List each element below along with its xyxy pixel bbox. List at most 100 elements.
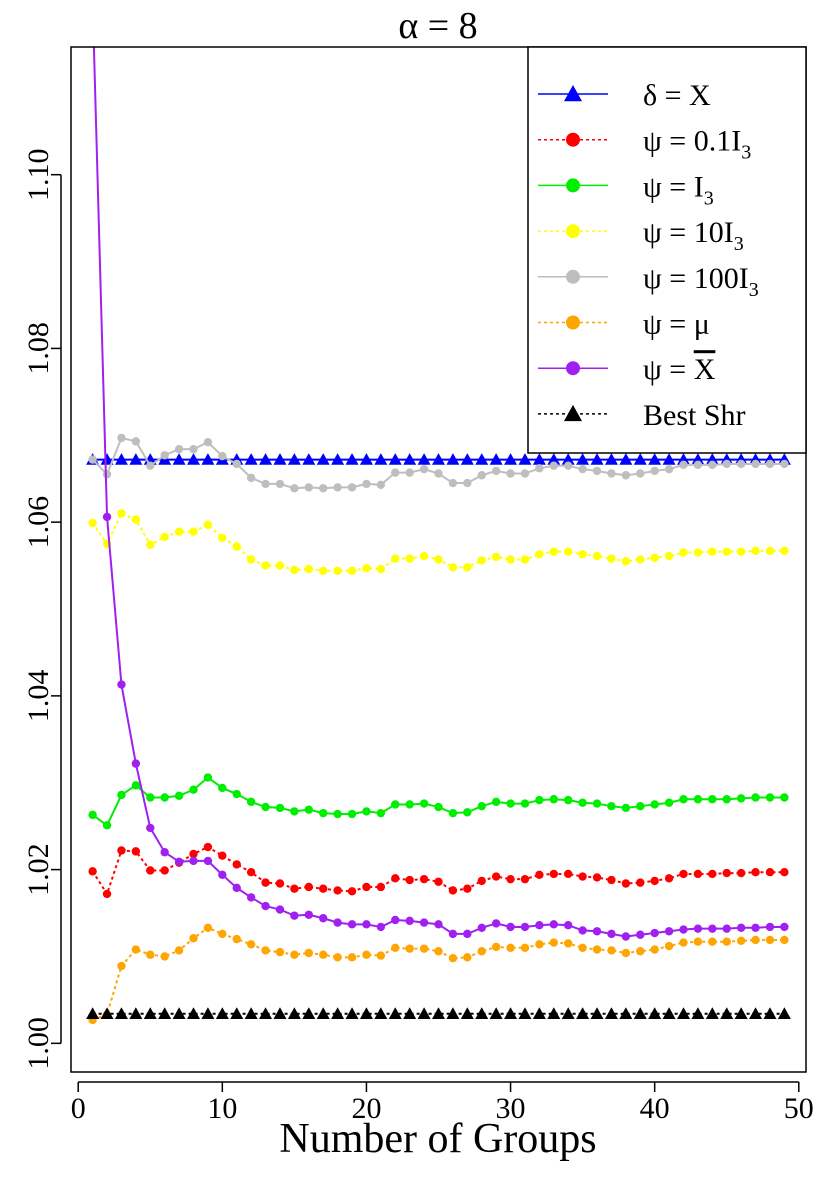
data-point-best-shr	[504, 1007, 518, 1020]
x-tick-label: 50	[784, 1092, 814, 1125]
data-point-0-1i3	[664, 874, 674, 883]
data-point-i3	[146, 793, 155, 802]
data-point-10i3	[520, 555, 530, 564]
data-point-100i3	[246, 473, 256, 483]
data-point-x	[679, 925, 688, 934]
data-point-x	[604, 453, 618, 465]
data-point-	[736, 936, 746, 946]
data-point-i3	[765, 793, 775, 802]
data-point-10i3	[362, 563, 371, 573]
data-point-i3	[117, 790, 126, 800]
data-point-	[780, 935, 789, 945]
data-point-100i3	[232, 459, 241, 469]
data-point-best-shr	[576, 1007, 590, 1020]
data-point-100i3	[102, 470, 112, 479]
data-point-best-shr	[446, 1007, 460, 1020]
data-point-100i3	[333, 483, 342, 492]
data-point-0-1i3	[391, 874, 400, 883]
data-point-	[304, 948, 313, 958]
data-point-100i3	[319, 484, 328, 493]
data-point-x	[434, 920, 443, 929]
data-point-	[722, 937, 731, 946]
data-point-0-1i3	[189, 849, 198, 859]
data-point-	[362, 950, 371, 959]
data-point-x	[117, 680, 126, 689]
data-point-i3	[535, 795, 544, 805]
data-point-x	[388, 453, 402, 465]
data-point-x	[705, 453, 719, 465]
legend-label-x: δ = X	[643, 79, 711, 112]
data-point-x	[489, 453, 503, 465]
data-point-	[477, 947, 486, 956]
data-point-i3	[564, 795, 573, 805]
data-point-i3	[506, 799, 515, 808]
data-point-x	[246, 893, 256, 902]
legend-item-100i3: ψ = 100I3	[538, 262, 759, 301]
data-point-10i3	[88, 518, 97, 528]
data-point-0-1i3	[636, 878, 645, 887]
data-point-100i3	[347, 483, 357, 492]
data-point-best-shr	[388, 1007, 402, 1020]
data-point-i3	[246, 797, 256, 807]
data-point-x	[765, 922, 775, 932]
data-point-10i3	[650, 553, 659, 562]
data-point-x	[331, 453, 345, 465]
data-point-x	[88, 0, 96, 5]
data-point-10i3	[722, 547, 731, 556]
data-point-0-1i3	[506, 874, 515, 884]
data-point-x	[174, 857, 184, 866]
data-point-100i3	[607, 469, 616, 478]
data-point-	[650, 945, 659, 954]
series-best-shr	[86, 1007, 791, 1020]
data-point-best-shr	[619, 1007, 633, 1020]
data-point-x	[129, 453, 143, 465]
data-point-best-shr	[662, 1007, 676, 1020]
data-point-x	[504, 453, 518, 465]
data-point-best-shr	[489, 1007, 503, 1020]
data-point-best-shr	[86, 1007, 100, 1020]
data-point-10i3	[275, 561, 285, 570]
data-point-	[117, 961, 126, 971]
data-point-i3	[636, 801, 645, 811]
data-point-x	[290, 911, 299, 920]
data-point-i3	[650, 800, 659, 809]
data-point-i3	[477, 801, 486, 811]
data-point-	[751, 935, 760, 945]
data-point-10i3	[621, 557, 631, 566]
data-point-10i3	[218, 533, 227, 542]
data-point-	[578, 943, 587, 952]
data-point-100i3	[636, 469, 645, 478]
data-point-i3	[448, 808, 458, 818]
data-point-x	[708, 924, 717, 933]
data-point-x	[146, 823, 155, 833]
data-point-10i3	[751, 546, 760, 556]
data-point-x	[475, 453, 489, 465]
data-point-x	[218, 870, 227, 880]
data-point-i3	[160, 793, 169, 802]
y-tick-label: 1.10	[22, 148, 55, 201]
x-tick-label: 40	[640, 1092, 670, 1125]
data-point-x	[547, 453, 561, 465]
y-tick-label: 1.06	[22, 496, 55, 549]
data-point-100i3	[463, 478, 472, 488]
data-point-	[765, 935, 775, 945]
data-point-i3	[333, 809, 342, 819]
data-point-	[549, 938, 558, 947]
data-point-0-1i3	[246, 868, 256, 877]
data-point-x	[275, 905, 285, 914]
data-point-	[376, 951, 386, 960]
data-point-i3	[549, 795, 558, 804]
data-point-x	[172, 453, 186, 465]
data-point-best-shr	[460, 1007, 474, 1020]
data-point-x	[590, 453, 604, 465]
data-point-x	[201, 453, 215, 465]
data-point-i3	[520, 799, 530, 808]
data-point-	[520, 943, 530, 952]
data-point-x	[693, 924, 703, 933]
data-point-best-shr	[734, 1007, 748, 1020]
data-point-10i3	[736, 547, 746, 556]
data-point-	[419, 944, 429, 953]
x-tick-label: 10	[207, 1092, 237, 1125]
data-point-100i3	[722, 459, 731, 469]
data-point-x	[114, 453, 128, 465]
